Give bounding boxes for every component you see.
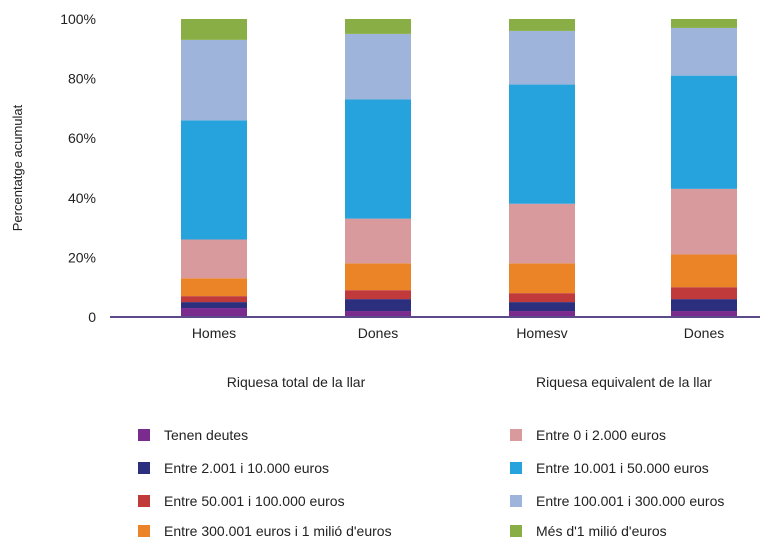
x-tick-label: Dones	[358, 325, 398, 341]
bar-segment	[345, 311, 411, 317]
bar-segment	[181, 308, 247, 317]
bar-segment	[181, 19, 247, 40]
group-label-equivalent: Riquesa equivalent de la llar	[536, 374, 712, 390]
bar-segment	[345, 99, 411, 219]
bar-segment	[345, 218, 411, 264]
bar-segment	[671, 188, 737, 255]
bar-segment	[345, 19, 411, 34]
bar-segment	[509, 263, 575, 294]
bar-segment	[671, 19, 737, 28]
x-tick-label: Homesv	[516, 325, 567, 341]
bar-segment	[181, 302, 247, 309]
bar-segment	[671, 75, 737, 189]
bar-segment	[509, 30, 575, 85]
bar-segment	[181, 296, 247, 303]
x-tick-label: Dones	[684, 325, 724, 341]
y-tick-label: 60%	[68, 130, 96, 146]
bar-segment	[345, 33, 411, 100]
bar-segment	[181, 239, 247, 279]
bars	[181, 19, 737, 317]
y-axis: 0 20% 40% 60% 80% 100%	[60, 11, 96, 325]
bar-segment	[345, 263, 411, 291]
y-tick-label: 40%	[68, 190, 96, 206]
x-axis: Homes Dones Homesv Dones	[192, 325, 724, 341]
bar-segment	[345, 290, 411, 300]
y-tick-label: 20%	[68, 249, 96, 265]
bar-segment	[181, 120, 247, 240]
bar-segment	[671, 287, 737, 300]
bar-segment	[181, 39, 247, 121]
bar-segment	[509, 84, 575, 204]
bar-segment	[509, 203, 575, 264]
bar-segment	[509, 293, 575, 303]
bar-segment	[345, 299, 411, 312]
bar-segment	[181, 278, 247, 297]
bar-segment	[509, 311, 575, 317]
x-tick-label: Homes	[192, 325, 236, 341]
y-tick-label: 0	[88, 309, 96, 325]
bar-segment	[671, 299, 737, 312]
group-label-total: Riquesa total de la llar	[227, 374, 366, 390]
y-axis-title: Percentatge acumulat	[10, 104, 25, 231]
bar-segment	[671, 254, 737, 288]
y-tick-label: 100%	[60, 11, 96, 27]
bar-segment	[671, 27, 737, 76]
bar-segment	[509, 302, 575, 312]
y-tick-label: 80%	[68, 71, 96, 87]
bar-segment	[509, 19, 575, 31]
bar-segment	[671, 311, 737, 317]
